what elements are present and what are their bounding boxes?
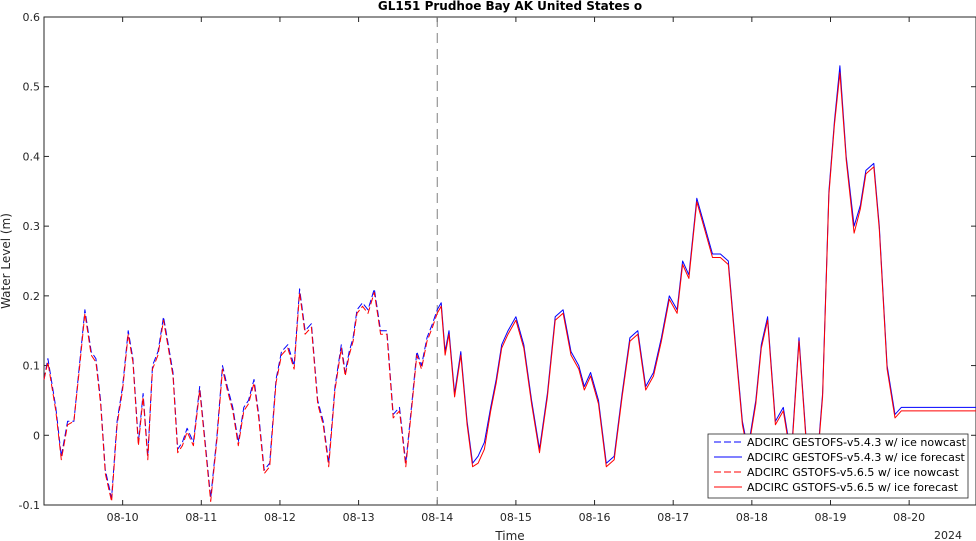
legend-label-3: ADCIRC GSTOFS-v5.6.5 w/ ice nowcast — [747, 466, 960, 479]
x-tick-label: 08-14 — [421, 511, 453, 524]
x-tick-label: 08-11 — [185, 511, 217, 524]
x-tick-label: 08-12 — [264, 511, 296, 524]
x-tick-label: 08-19 — [815, 511, 847, 524]
y-tick-label: 0.3 — [23, 220, 41, 233]
y-tick-label: 0.5 — [23, 81, 41, 94]
y-tick-label: 0.2 — [23, 290, 41, 303]
legend-label-4: ADCIRC GSTOFS-v5.6.5 w/ ice forecast — [747, 481, 959, 494]
x-axis: 08-10 08-11 08-12 08-13 08-14 08-15 08-16 08-17… — [107, 17, 925, 524]
plot-area — [43, 16, 976, 506]
y-tick-label: 0.4 — [23, 150, 41, 163]
y-tick-label: 0 — [33, 429, 40, 442]
series-line-4 — [436, 72, 976, 495]
x-tick-label: 08-15 — [500, 511, 532, 524]
y-axis: -0.1 0 0.1 0.2 0.3 0.4 0.5 0.6 — [19, 11, 976, 512]
y-axis-label: Water Level (m) — [0, 213, 13, 309]
series-line-2 — [436, 65, 976, 492]
y-tick-label: 0.6 — [23, 11, 41, 24]
y-tick-label: 0.1 — [23, 360, 41, 373]
y-tick-label: -0.1 — [19, 499, 40, 512]
x-tick-label: 08-13 — [343, 511, 375, 524]
x-tick-label: 08-18 — [736, 511, 768, 524]
x-axis-year-label: 2024 — [934, 529, 962, 541]
series-layer — [43, 65, 976, 502]
series-line-3 — [43, 291, 438, 502]
legend-label-2: ADCIRC GESTOFS-v5.4.3 w/ ice forecast — [747, 451, 966, 464]
x-tick-label: 08-20 — [893, 511, 925, 524]
chart-title: GL151 Prudhoe Bay AK United States o — [378, 0, 642, 13]
x-tick-label: 08-17 — [657, 511, 689, 524]
legend-label-1: ADCIRC GESTOFS-v5.4.3 w/ ice nowcast — [747, 436, 967, 449]
x-axis-label: Time — [494, 529, 524, 541]
plot-frame — [43, 16, 976, 506]
x-tick-label: 08-16 — [579, 511, 611, 524]
x-tick-label: 08-10 — [107, 511, 139, 524]
legend-box — [707, 433, 969, 499]
legend: ADCIRC GESTOFS-v5.4.3 w/ ice nowcast ADCI… — [707, 433, 969, 499]
